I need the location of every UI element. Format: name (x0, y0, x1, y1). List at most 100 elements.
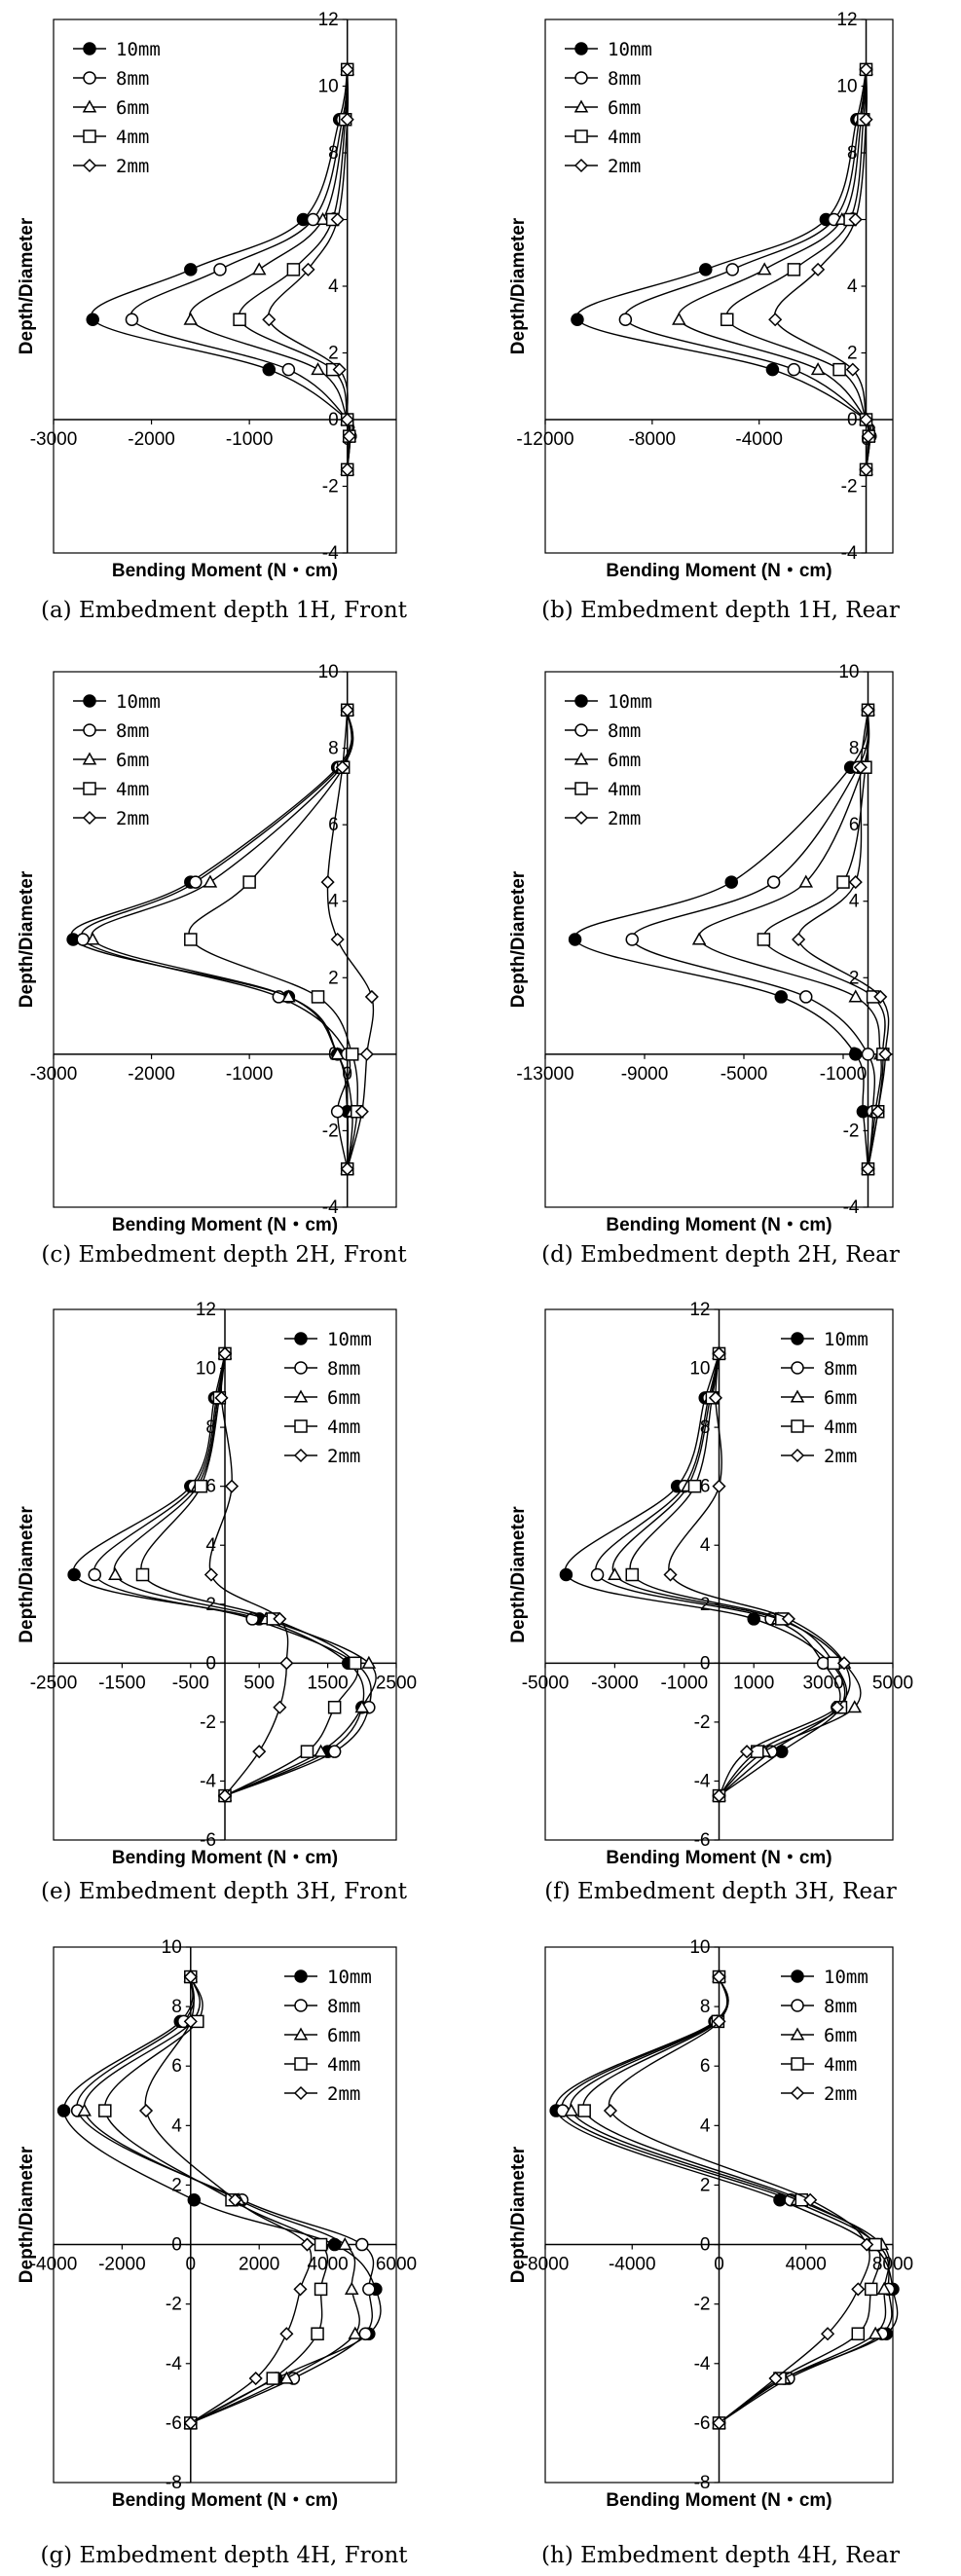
data-point-2mm (273, 1700, 287, 1714)
y-tick-label: -6 (694, 1830, 711, 1851)
y-tick-label: 4 (847, 276, 858, 297)
legend-marker-4mm (294, 2057, 308, 2071)
series-line-4mm (762, 710, 886, 1169)
y-tick-label: -8 (694, 2473, 711, 2493)
data-point-6mm (85, 932, 100, 945)
legend: 10mm 8mm 6mm 4mm 2mm (284, 1329, 372, 1467)
data-point-2mm (340, 112, 354, 127)
series-2mm (203, 1346, 294, 1803)
x-tick-label: 500 (243, 1673, 275, 1693)
data-point-2mm (320, 875, 335, 890)
series-8mm (76, 703, 354, 1176)
series-2mm (320, 703, 379, 1176)
series-line-10mm (564, 1353, 846, 1797)
data-point-4mm (194, 1479, 208, 1493)
y-tick-label: 10 (689, 1359, 710, 1380)
legend-marker-8mm (294, 1361, 308, 1375)
data-point-6mm (108, 1566, 123, 1581)
series-2mm (262, 62, 356, 477)
y-tick-label: 0 (171, 2235, 182, 2256)
legend-marker-2mm (293, 2085, 309, 2101)
y-tick-label: 8 (849, 739, 860, 759)
x-axis-title: Bending Moment (N・cm) (606, 2490, 832, 2511)
x-tick-label: -3000 (30, 429, 78, 450)
x-tick-label: 2000 (239, 2255, 279, 2275)
y-tick-label: 8 (328, 143, 339, 164)
y-tick-label: 4 (328, 276, 339, 297)
legend-entry-6mm: 6mm (824, 1387, 857, 1409)
data-point-2mm (301, 262, 315, 276)
x-tick-label: 3000 (802, 1673, 843, 1693)
legend-entry-6mm: 6mm (116, 97, 149, 119)
series-10mm (568, 703, 875, 1176)
x-axis-title: Bending Moment (N・cm) (606, 561, 832, 581)
series-4mm (757, 703, 890, 1176)
figure-caption: (g) Embedment depth 4H, Front (40, 2543, 408, 2568)
legend-marker-10mm (574, 694, 588, 708)
data-point-2mm (859, 62, 873, 77)
data-point-6mm (848, 989, 864, 1003)
data-point-2mm (293, 2282, 308, 2297)
y-tick-label: 12 (318, 10, 339, 30)
series-line-6mm (611, 1353, 862, 1797)
data-point-6mm (77, 2103, 92, 2116)
y-tick-label: -4 (200, 1771, 216, 1791)
legend-marker-6mm (293, 1389, 309, 1403)
x-tick-label: 1500 (307, 1673, 348, 1693)
legend-entry-2mm: 2mm (824, 1446, 857, 1467)
data-point-6mm (354, 1700, 370, 1713)
y-axis-title: Depth/Diameter (508, 217, 529, 354)
legend-entry-6mm: 6mm (824, 2025, 857, 2046)
data-point-4mm (242, 875, 256, 889)
data-point-2mm (836, 1656, 852, 1671)
legend-entry-2mm: 2mm (824, 2083, 857, 2105)
legend-marker-4mm (574, 129, 588, 143)
series-line-8mm (76, 1976, 375, 2424)
legend-marker-6mm (790, 2027, 805, 2041)
series-2mm (768, 62, 875, 477)
y-tick-label: 10 (318, 662, 339, 682)
x-axis-title: Bending Moment (N・cm) (112, 2490, 338, 2511)
y-axis-title: Depth/Diameter (17, 2146, 37, 2283)
data-point-2mm (712, 2415, 726, 2430)
y-axis-title: Depth/Diameter (508, 1506, 529, 1643)
series-line-2mm (144, 1976, 313, 2424)
x-tick-label: -9000 (621, 1064, 669, 1085)
data-point-6mm (203, 874, 218, 888)
figure-caption: (e) Embedment depth 3H, Front (41, 1879, 408, 1904)
data-point-10mm (559, 1567, 573, 1582)
data-point-2mm (861, 429, 875, 444)
data-point-2mm (878, 1047, 893, 1061)
data-point-8mm (725, 263, 739, 276)
data-point-4mm (687, 1479, 702, 1493)
legend-entry-10mm: 10mm (327, 1967, 372, 1988)
y-tick-label: 10 (196, 1359, 216, 1380)
data-point-4mm (787, 263, 801, 276)
data-point-4mm (345, 1048, 359, 1061)
y-tick-label: 8 (328, 739, 339, 759)
y-tick-label: 8 (700, 1997, 711, 2017)
x-axis-title: Bending Moment (N・cm) (112, 561, 338, 581)
legend: 10mm 8mm 6mm 4mm 2mm (73, 691, 161, 829)
y-tick-label: 4 (171, 2116, 182, 2136)
series-8mm (625, 703, 880, 1176)
y-tick-label: -2 (200, 1712, 216, 1733)
data-point-6mm (757, 262, 772, 276)
series-2mm (792, 703, 893, 1176)
data-point-8mm (358, 2327, 373, 2340)
legend-entry-4mm: 4mm (824, 1417, 857, 1438)
legend-marker-6mm (82, 752, 97, 765)
legend-marker-4mm (791, 2057, 804, 2071)
y-tick-label: 0 (205, 1653, 216, 1674)
figure-caption: (c) Embedment depth 2H, Front (41, 1242, 407, 1268)
data-point-4mm (625, 1567, 639, 1582)
series-10mm (66, 703, 354, 1176)
data-point-10mm (184, 263, 198, 276)
data-point-2mm (853, 760, 868, 775)
x-tick-label: -2000 (98, 2255, 146, 2275)
data-point-4mm (577, 2104, 591, 2117)
y-tick-label: 0 (700, 2235, 711, 2256)
data-point-6mm (251, 262, 267, 276)
data-point-2mm (183, 2415, 198, 2430)
